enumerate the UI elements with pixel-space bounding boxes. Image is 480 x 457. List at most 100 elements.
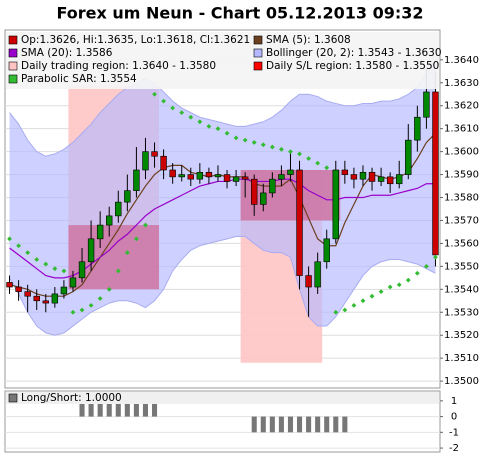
sar-dot: [324, 165, 330, 171]
candle-body: [142, 151, 149, 171]
candle-body: [106, 215, 113, 226]
y-tick-label: 1.3560: [444, 238, 479, 249]
legend-swatch: [8, 61, 18, 71]
sar-dot: [424, 263, 429, 269]
y-tick-label: 1.3610: [444, 124, 479, 135]
candle-body: [260, 192, 267, 205]
candle-body: [78, 261, 86, 279]
candle-body: [214, 174, 222, 178]
position-bar: [269, 416, 275, 433]
legend-swatch: [8, 393, 18, 403]
y-tick-label: 1.3500: [444, 376, 479, 387]
candle-body: [232, 176, 240, 182]
candle-body: [278, 174, 285, 180]
legend-swatch: [8, 48, 18, 58]
candle-body: [241, 176, 249, 180]
candle-body: [377, 176, 385, 182]
legend-label: SMA (20): 1.3586: [21, 47, 113, 59]
sar-dot: [279, 146, 284, 152]
position-bar: [278, 416, 284, 433]
candle-body: [296, 169, 303, 276]
candles: [6, 69, 439, 317]
sar-dot: [269, 144, 275, 150]
y-tick-label: -2: [449, 443, 459, 454]
lower-panel: 1 0 -1 -2 Long/Short: 1.0000: [4, 390, 459, 454]
legend-swatch: [8, 74, 18, 84]
position-bar: [287, 416, 294, 433]
position-bar: [124, 400, 130, 417]
sar-dot: [52, 266, 58, 272]
sar-dot: [378, 289, 384, 295]
sar: [7, 91, 438, 315]
sar-dot: [369, 293, 375, 299]
candle-body: [6, 282, 13, 288]
candle-body: [405, 139, 412, 175]
legend: Op:1.3626, Hi:1.3635, Lo:1.3618, Cl:1.36…: [6, 32, 442, 89]
position-bar: [324, 416, 330, 433]
candle-body: [287, 169, 294, 175]
legend-swatch: [8, 35, 18, 45]
candle-body: [133, 169, 140, 191]
candle-body: [187, 174, 194, 180]
bollinger-lower: [9, 236, 436, 336]
candle-body: [96, 224, 104, 240]
legend-label: SMA (5): 1.3608: [266, 34, 351, 46]
bollinger-upper: [9, 59, 436, 157]
sar-dot: [306, 156, 311, 161]
bollinger: [9, 59, 436, 336]
candle-body: [251, 178, 258, 205]
candle-body: [323, 238, 330, 263]
candle-body: [205, 171, 213, 178]
candle-body: [350, 174, 358, 180]
y-tick-label: 1.3510: [444, 353, 479, 364]
candle-body: [386, 176, 394, 185]
candle-body: [332, 169, 339, 240]
candle-body: [15, 286, 22, 292]
sar-dot: [351, 302, 357, 308]
position-bar: [142, 400, 149, 417]
sar-dot: [161, 98, 166, 104]
candle-body: [169, 169, 176, 178]
sar-dot: [188, 114, 194, 120]
position-bar: [79, 400, 85, 417]
y-tick-label: 1.3590: [444, 170, 479, 181]
sar-dot: [124, 250, 130, 256]
sar-dot: [433, 254, 438, 260]
legend-label: Parabolic SAR: 1.3554: [21, 73, 137, 85]
candle-body: [314, 261, 321, 288]
candle-body: [223, 174, 231, 182]
candle-body: [341, 169, 349, 175]
y-tick-label: 1.3580: [444, 193, 479, 204]
legend-swatch: [253, 35, 263, 45]
position-bar: [342, 416, 348, 433]
sar-dot: [179, 110, 185, 116]
y-tick-label: 1.3630: [444, 78, 479, 89]
sar-dot: [297, 151, 302, 157]
y-tick-label: 1.3530: [444, 307, 479, 318]
position-bar: [296, 416, 303, 433]
candle-body: [368, 171, 376, 182]
sar-dot: [342, 307, 348, 313]
candle-body: [60, 286, 68, 295]
candle-body: [423, 91, 430, 118]
candle-body: [359, 171, 367, 180]
position-bar: [251, 416, 257, 433]
position-bar: [315, 416, 321, 433]
candle-body: [196, 171, 204, 180]
sar-dot: [70, 309, 76, 315]
position-bar: [260, 416, 266, 433]
y-tick-label: 1.3640: [444, 55, 479, 66]
candle-body: [24, 291, 31, 297]
position-bar: [333, 416, 339, 433]
position-bar: [106, 400, 112, 417]
sar-dot: [170, 105, 176, 111]
legend-label: Op:1.3626, Hi:1.3635, Lo:1.3618, Cl:1.36…: [21, 34, 250, 46]
candle-body: [87, 238, 95, 263]
y-tick-label: 1.3540: [444, 284, 479, 295]
bollinger-band: [9, 59, 436, 336]
legend-background: [6, 32, 439, 89]
legend-label: Daily trading region: 1.3640 - 1.3580: [21, 60, 216, 72]
legend-label: Daily S/L region: 1.3580 - 1.3550: [266, 60, 439, 72]
y-tick-label: 1.3520: [444, 330, 479, 341]
sar-dot: [414, 270, 420, 276]
